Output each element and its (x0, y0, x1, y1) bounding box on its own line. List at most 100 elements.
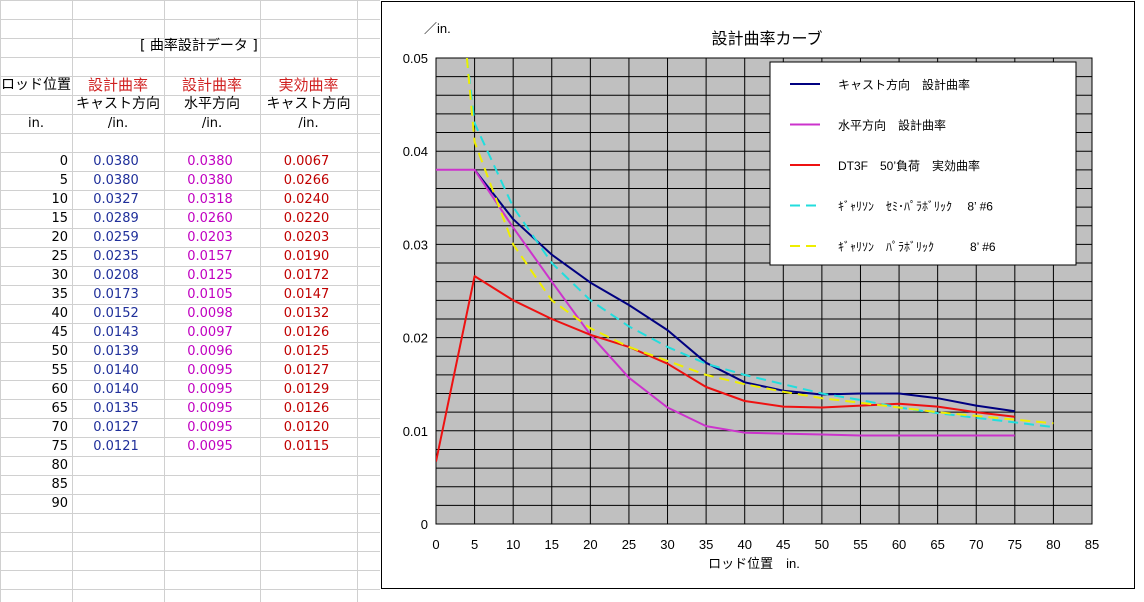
legend-label-0: キャスト方向 設計曲率 (838, 77, 970, 92)
table-cell-position: 35 (51, 287, 68, 302)
table-cell-effective: 0.0067 (283, 154, 330, 169)
x-tick-label: 20 (583, 537, 597, 552)
grid-column-line (260, 0, 261, 602)
x-tick-label: 60 (892, 537, 906, 552)
grid-row-line (0, 171, 380, 172)
table-cell-horizontal-design: 0.0105 (187, 287, 233, 302)
table-cell-horizontal-design: 0.0318 (187, 192, 233, 207)
grid-row-line (0, 513, 380, 514)
table-cell-position: 70 (51, 420, 68, 435)
table-cell-cast-design: 0.0235 (93, 249, 139, 264)
table-cell-position: 65 (51, 401, 68, 416)
x-tick-label: 85 (1085, 537, 1099, 552)
x-tick-label: 70 (969, 537, 983, 552)
table-cell-position: 40 (51, 306, 68, 321)
table-cell-effective: 0.0126 (283, 325, 330, 340)
x-tick-label: 50 (815, 537, 829, 552)
grid-row-line (0, 19, 380, 20)
x-tick-label: 25 (622, 537, 636, 552)
table-cell-effective: 0.0240 (283, 192, 330, 207)
grid-row-line (0, 152, 380, 153)
x-tick-label: 15 (545, 537, 559, 552)
x-tick-label: 5 (471, 537, 478, 552)
grid-column-line (0, 0, 1, 602)
series-line-3 (465, 58, 1054, 429)
grid-row-line (0, 209, 380, 210)
column-subheader-1: キャスト方向 (76, 96, 160, 112)
series-line-1 (436, 168, 1015, 437)
table-cell-effective: 0.0126 (283, 401, 330, 416)
grid-row-line (0, 57, 380, 58)
chart-area[interactable]: 0 5 10 15 20 25 30 35 40 45 50 55 60 65 70 75 80 85 0 0.01 0… (381, 1, 1135, 589)
x-tick-label: 45 (776, 537, 790, 552)
grid-row-line (0, 399, 380, 400)
chart-title: 設計曲率カーブ (711, 29, 822, 48)
table-cell-cast-design: 0.0143 (93, 325, 139, 340)
table-cell-cast-design: 0.0121 (93, 439, 139, 454)
column-unit-0: in. (28, 116, 44, 131)
table-cell-cast-design: 0.0259 (93, 230, 139, 245)
table-cell-horizontal-design: 0.0095 (187, 420, 233, 435)
x-tick-label: 35 (699, 537, 713, 552)
grid-row-line (0, 95, 380, 96)
table-cell-position: 45 (51, 325, 68, 340)
table-cell-position: 20 (51, 230, 68, 245)
legend-box (769, 61, 1077, 266)
grid-row-line (0, 38, 380, 39)
grid-row-line (0, 0, 380, 1)
table-cell-position: 55 (51, 363, 68, 378)
column-subheader-3: キャスト方向 (266, 96, 351, 112)
table-cell-horizontal-design: 0.0203 (187, 230, 233, 245)
x-tick-label: 80 (1046, 537, 1060, 552)
grid-row-line (0, 342, 380, 343)
grid-row-line (0, 380, 380, 381)
x-tick-label: 40 (737, 537, 751, 552)
grid-row-line (0, 114, 380, 115)
table-cell-effective: 0.0147 (283, 287, 330, 302)
table-cell-cast-design: 0.0327 (93, 192, 139, 207)
grid-row-line (0, 551, 380, 552)
table-cell-effective: 0.0220 (283, 211, 330, 226)
grid-row-line (0, 304, 380, 305)
table-cell-position: 0 (59, 154, 68, 169)
series-line-2 (436, 275, 1015, 462)
table-cell-cast-design: 0.0139 (93, 344, 139, 359)
table-title: [ 曲率設計データ ] (140, 38, 258, 54)
x-axis-label: ロッド位置 in. (708, 556, 800, 571)
table-cell-horizontal-design: 0.0125 (187, 268, 233, 283)
table-cell-effective: 0.0120 (283, 420, 330, 435)
grid-row-line (0, 589, 380, 590)
table-cell-position: 15 (51, 211, 68, 226)
grid-row-line (0, 361, 380, 362)
table-cell-cast-design: 0.0380 (93, 173, 139, 188)
x-tick-label: 0 (432, 537, 439, 552)
grid-row-line (0, 133, 380, 134)
grid-row-line (0, 418, 380, 419)
series-line-4 (465, 58, 1054, 425)
column-subheader-2: 水平方向 (184, 96, 240, 112)
table-cell-position: 5 (59, 173, 68, 188)
legend-label-3: ｷﾞｬﾘｿﾝ ｾﾐ･ﾊﾟﾗﾎﾞﾘｯｸ 8’ #6 (838, 200, 993, 214)
table-cell-horizontal-design: 0.0095 (187, 363, 233, 378)
y-tick-label: 0.05 (403, 51, 428, 66)
grid-row-line (0, 323, 380, 324)
table-cell-position: 25 (51, 249, 68, 264)
table-cell-effective: 0.0125 (283, 344, 330, 359)
column-header-0: ロッド位置 (1, 77, 71, 93)
table-cell-horizontal-design: 0.0095 (187, 382, 233, 397)
table-cell-position: 60 (51, 382, 68, 397)
grid-row-line (0, 190, 380, 191)
table-cell-horizontal-design: 0.0098 (187, 306, 233, 321)
grid-row-line (0, 228, 380, 229)
table-cell-effective: 0.0129 (283, 382, 330, 397)
column-header-3: 実効曲率 (278, 76, 339, 94)
grid-row-line (0, 285, 380, 286)
y-tick-label: 0.04 (403, 144, 428, 159)
table-cell-horizontal-design: 0.0380 (187, 154, 233, 169)
table-cell-cast-design: 0.0127 (93, 420, 139, 435)
grid-row-line (0, 247, 380, 248)
table-cell-effective: 0.0266 (283, 173, 330, 188)
x-tick-label: 55 (853, 537, 867, 552)
table-cell-horizontal-design: 0.0095 (187, 439, 233, 454)
grid-row-line (0, 266, 380, 267)
